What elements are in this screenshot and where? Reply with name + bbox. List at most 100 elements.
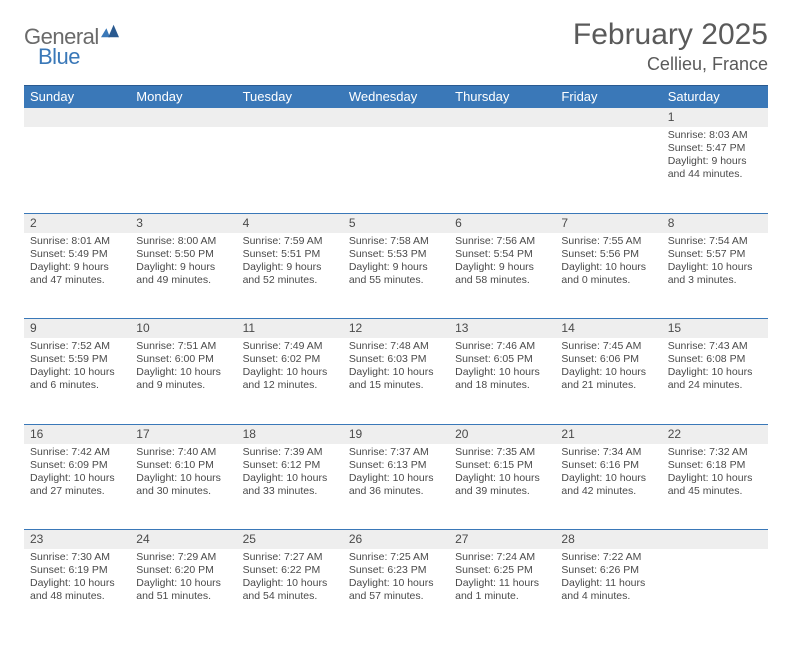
day-cell: Sunrise: 7:59 AMSunset: 5:51 PMDaylight:…: [237, 233, 343, 319]
sunset-line: Sunset: 6:15 PM: [455, 459, 549, 472]
content-row: Sunrise: 7:42 AMSunset: 6:09 PMDaylight:…: [24, 444, 768, 530]
sunset-line: Sunset: 6:16 PM: [561, 459, 655, 472]
day-cell-body: Sunrise: 7:46 AMSunset: 6:05 PMDaylight:…: [449, 338, 555, 397]
dl2-line: and 45 minutes.: [668, 485, 762, 498]
day-cell-body: Sunrise: 7:24 AMSunset: 6:25 PMDaylight:…: [449, 549, 555, 608]
day-cell-body: Sunrise: 7:56 AMSunset: 5:54 PMDaylight:…: [449, 233, 555, 292]
daynum-row: 1: [24, 108, 768, 128]
dl2-line: and 49 minutes.: [136, 274, 230, 287]
sunrise-line: Sunrise: 7:35 AM: [455, 446, 549, 459]
day-cell: Sunrise: 8:01 AMSunset: 5:49 PMDaylight:…: [24, 233, 130, 319]
content-row: Sunrise: 8:03 AMSunset: 5:47 PMDaylight:…: [24, 127, 768, 213]
day-cell: Sunrise: 7:48 AMSunset: 6:03 PMDaylight:…: [343, 338, 449, 424]
dl2-line: and 52 minutes.: [243, 274, 337, 287]
day-header: Sunday: [24, 86, 130, 108]
day-cell-body: Sunrise: 7:34 AMSunset: 6:16 PMDaylight:…: [555, 444, 661, 503]
dl1-line: Daylight: 9 hours: [243, 261, 337, 274]
dl1-line: Daylight: 9 hours: [349, 261, 443, 274]
day-number: 23: [24, 530, 130, 550]
sunset-line: Sunset: 6:13 PM: [349, 459, 443, 472]
day-number: [662, 530, 768, 550]
sunrise-line: Sunrise: 7:39 AM: [243, 446, 337, 459]
dl1-line: Daylight: 10 hours: [455, 472, 549, 485]
day-number: 14: [555, 319, 661, 339]
day-number: 12: [343, 319, 449, 339]
day-number: 9: [24, 319, 130, 339]
sunset-line: Sunset: 6:05 PM: [455, 353, 549, 366]
sunrise-line: Sunrise: 7:59 AM: [243, 235, 337, 248]
day-cell: Sunrise: 7:43 AMSunset: 6:08 PMDaylight:…: [662, 338, 768, 424]
sunrise-line: Sunrise: 7:29 AM: [136, 551, 230, 564]
sunset-line: Sunset: 6:25 PM: [455, 564, 549, 577]
sunrise-line: Sunrise: 7:32 AM: [668, 446, 762, 459]
day-number: [343, 108, 449, 128]
day-cell: Sunrise: 7:25 AMSunset: 6:23 PMDaylight:…: [343, 549, 449, 635]
day-cell: Sunrise: 7:54 AMSunset: 5:57 PMDaylight:…: [662, 233, 768, 319]
daynum-row: 2345678: [24, 213, 768, 233]
day-cell: [449, 127, 555, 213]
day-header: Thursday: [449, 86, 555, 108]
sunrise-line: Sunrise: 7:37 AM: [349, 446, 443, 459]
dl1-line: Daylight: 10 hours: [30, 366, 124, 379]
day-header: Wednesday: [343, 86, 449, 108]
day-header-row: SundayMondayTuesdayWednesdayThursdayFrid…: [24, 86, 768, 108]
dl1-line: Daylight: 10 hours: [136, 366, 230, 379]
sunset-line: Sunset: 6:12 PM: [243, 459, 337, 472]
dl1-line: Daylight: 10 hours: [561, 261, 655, 274]
sunset-line: Sunset: 5:53 PM: [349, 248, 443, 261]
logo: General Blue: [24, 24, 119, 70]
sunset-line: Sunset: 6:06 PM: [561, 353, 655, 366]
calendar-head: SundayMondayTuesdayWednesdayThursdayFrid…: [24, 86, 768, 108]
day-number: [24, 108, 130, 128]
sunrise-line: Sunrise: 8:00 AM: [136, 235, 230, 248]
dl2-line: and 51 minutes.: [136, 590, 230, 603]
sunrise-line: Sunrise: 8:03 AM: [668, 129, 762, 142]
day-cell-body: Sunrise: 7:37 AMSunset: 6:13 PMDaylight:…: [343, 444, 449, 503]
dl1-line: Daylight: 10 hours: [668, 261, 762, 274]
sunset-line: Sunset: 6:20 PM: [136, 564, 230, 577]
dl1-line: Daylight: 9 hours: [30, 261, 124, 274]
dl2-line: and 24 minutes.: [668, 379, 762, 392]
sunset-line: Sunset: 6:22 PM: [243, 564, 337, 577]
dl1-line: Daylight: 9 hours: [455, 261, 549, 274]
day-cell: Sunrise: 7:27 AMSunset: 6:22 PMDaylight:…: [237, 549, 343, 635]
sunrise-line: Sunrise: 7:25 AM: [349, 551, 443, 564]
dl2-line: and 27 minutes.: [30, 485, 124, 498]
sunrise-line: Sunrise: 8:01 AM: [30, 235, 124, 248]
dl2-line: and 47 minutes.: [30, 274, 124, 287]
sunset-line: Sunset: 6:02 PM: [243, 353, 337, 366]
sunset-line: Sunset: 5:57 PM: [668, 248, 762, 261]
dl1-line: Daylight: 10 hours: [668, 472, 762, 485]
dl2-line: and 42 minutes.: [561, 485, 655, 498]
day-header: Friday: [555, 86, 661, 108]
day-number: 15: [662, 319, 768, 339]
sunrise-line: Sunrise: 7:49 AM: [243, 340, 337, 353]
dl2-line: and 30 minutes.: [136, 485, 230, 498]
title-block: February 2025 Cellieu, France: [573, 18, 768, 75]
day-number: 3: [130, 213, 236, 233]
day-cell-body: Sunrise: 8:03 AMSunset: 5:47 PMDaylight:…: [662, 127, 768, 186]
dl2-line: and 0 minutes.: [561, 274, 655, 287]
day-cell: Sunrise: 7:55 AMSunset: 5:56 PMDaylight:…: [555, 233, 661, 319]
day-cell-body: Sunrise: 7:32 AMSunset: 6:18 PMDaylight:…: [662, 444, 768, 503]
dl1-line: Daylight: 10 hours: [243, 366, 337, 379]
dl2-line: and 58 minutes.: [455, 274, 549, 287]
dl1-line: Daylight: 10 hours: [243, 577, 337, 590]
sunrise-line: Sunrise: 7:42 AM: [30, 446, 124, 459]
day-cell-body: Sunrise: 7:55 AMSunset: 5:56 PMDaylight:…: [555, 233, 661, 292]
dl2-line: and 21 minutes.: [561, 379, 655, 392]
sunrise-line: Sunrise: 7:48 AM: [349, 340, 443, 353]
day-cell-body: Sunrise: 7:54 AMSunset: 5:57 PMDaylight:…: [662, 233, 768, 292]
dl1-line: Daylight: 11 hours: [455, 577, 549, 590]
day-cell: Sunrise: 7:52 AMSunset: 5:59 PMDaylight:…: [24, 338, 130, 424]
dl1-line: Daylight: 10 hours: [455, 366, 549, 379]
day-number: 10: [130, 319, 236, 339]
dl1-line: Daylight: 10 hours: [668, 366, 762, 379]
day-cell-body: Sunrise: 7:45 AMSunset: 6:06 PMDaylight:…: [555, 338, 661, 397]
day-cell: [662, 549, 768, 635]
sunrise-line: Sunrise: 7:30 AM: [30, 551, 124, 564]
day-cell: [130, 127, 236, 213]
day-cell-body: Sunrise: 8:01 AMSunset: 5:49 PMDaylight:…: [24, 233, 130, 292]
day-cell: Sunrise: 7:58 AMSunset: 5:53 PMDaylight:…: [343, 233, 449, 319]
day-cell: [343, 127, 449, 213]
